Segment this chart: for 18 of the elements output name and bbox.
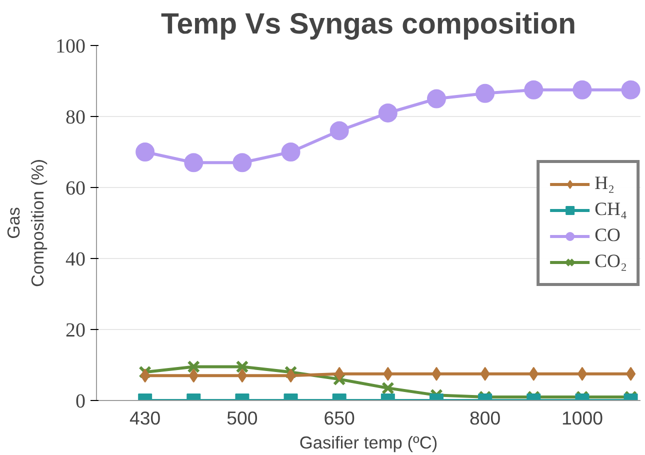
x-tick-label: 650 bbox=[324, 408, 355, 428]
legend-label: H₂ bbox=[594, 172, 615, 194]
y-tick-label: 100 bbox=[56, 36, 86, 58]
legend-label: CH₄ bbox=[594, 198, 627, 220]
y-axis-title: Gas Composition (%) bbox=[4, 158, 48, 288]
x-tick-label: 430 bbox=[130, 408, 161, 428]
y-tick-label: 60 bbox=[66, 178, 86, 200]
chart-title: Temp Vs Syngas composition bbox=[160, 8, 576, 40]
y-tick-label: 80 bbox=[66, 106, 86, 128]
y-tick-label: 40 bbox=[66, 248, 86, 270]
y-tick-label: 20 bbox=[66, 320, 86, 342]
x-tick-label: 800 bbox=[470, 408, 501, 428]
legend-label: CO bbox=[594, 224, 620, 246]
x-tick-label: 500 bbox=[226, 408, 258, 428]
x-axis-title: Gasifier temp (ºC) bbox=[299, 432, 438, 452]
x-tick-label: 1000 bbox=[561, 408, 603, 428]
legend-label: CO₂ bbox=[594, 250, 627, 272]
y-tick-label: 0 bbox=[76, 390, 86, 412]
